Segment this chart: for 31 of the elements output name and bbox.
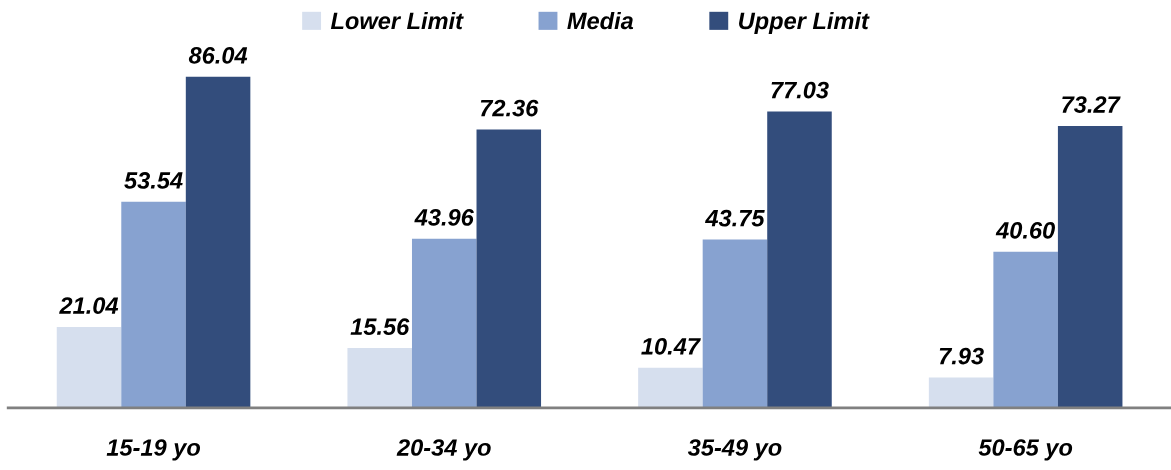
data-label: 10.47 — [641, 337, 701, 355]
bar — [928, 377, 994, 408]
bar — [347, 348, 412, 408]
bar — [476, 129, 542, 408]
data-label: 77.03 — [771, 81, 829, 99]
x-tick-label: 20-34 yo — [396, 439, 491, 461]
data-label: 43.75 — [705, 209, 765, 227]
bar — [185, 76, 251, 408]
bar — [56, 326, 122, 408]
bar — [1057, 125, 1123, 408]
legend-label: Lower Limit — [330, 11, 464, 30]
data-label: 72.36 — [480, 99, 539, 117]
data-label: 53.54 — [124, 172, 183, 189]
bar — [638, 367, 703, 408]
data-label: 86.04 — [188, 47, 248, 64]
bar — [702, 239, 768, 408]
data-label: 21.04 — [59, 297, 119, 314]
data-label: 73.27 — [1062, 96, 1121, 113]
bar — [993, 251, 1058, 408]
data-label: 7.93 — [939, 347, 984, 365]
legend-label: Upper Limit — [739, 11, 870, 34]
x-tick-label: 50-65 yo — [978, 439, 1073, 461]
data-label: 43.96 — [414, 209, 474, 226]
bar — [767, 111, 832, 408]
legend-label: Media — [567, 11, 634, 30]
x-tick-label: 35-49 yo — [687, 439, 782, 461]
data-label: 15.56 — [350, 318, 410, 336]
x-tick-label: 15-19 yo — [106, 439, 201, 461]
bar — [411, 238, 477, 408]
data-label: 40.60 — [995, 221, 1055, 239]
bar — [121, 201, 186, 408]
